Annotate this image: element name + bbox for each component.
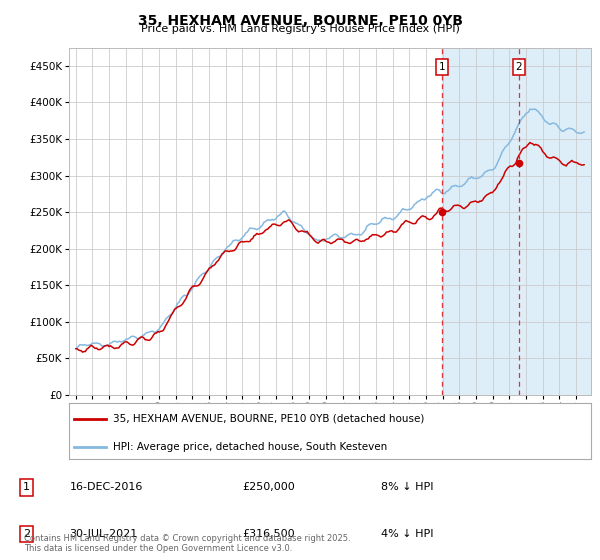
Bar xyxy=(442,48,593,395)
Text: HPI: Average price, detached house, South Kesteven: HPI: Average price, detached house, Sout… xyxy=(113,442,388,452)
Text: Price paid vs. HM Land Registry's House Price Index (HPI): Price paid vs. HM Land Registry's House … xyxy=(140,24,460,34)
Text: 8% ↓ HPI: 8% ↓ HPI xyxy=(380,482,433,492)
Text: £250,000: £250,000 xyxy=(242,482,295,492)
Text: 16-DEC-2016: 16-DEC-2016 xyxy=(70,482,143,492)
Text: 30-JUL-2021: 30-JUL-2021 xyxy=(70,529,138,539)
Text: 2: 2 xyxy=(23,529,30,539)
Text: 35, HEXHAM AVENUE, BOURNE, PE10 0YB (detached house): 35, HEXHAM AVENUE, BOURNE, PE10 0YB (det… xyxy=(113,414,425,424)
Text: 4% ↓ HPI: 4% ↓ HPI xyxy=(380,529,433,539)
Text: 2: 2 xyxy=(515,62,522,72)
Text: 1: 1 xyxy=(439,62,445,72)
Text: £316,500: £316,500 xyxy=(242,529,295,539)
Text: Contains HM Land Registry data © Crown copyright and database right 2025.
This d: Contains HM Land Registry data © Crown c… xyxy=(24,534,350,553)
Text: 1: 1 xyxy=(23,482,30,492)
Text: 35, HEXHAM AVENUE, BOURNE, PE10 0YB: 35, HEXHAM AVENUE, BOURNE, PE10 0YB xyxy=(137,14,463,28)
